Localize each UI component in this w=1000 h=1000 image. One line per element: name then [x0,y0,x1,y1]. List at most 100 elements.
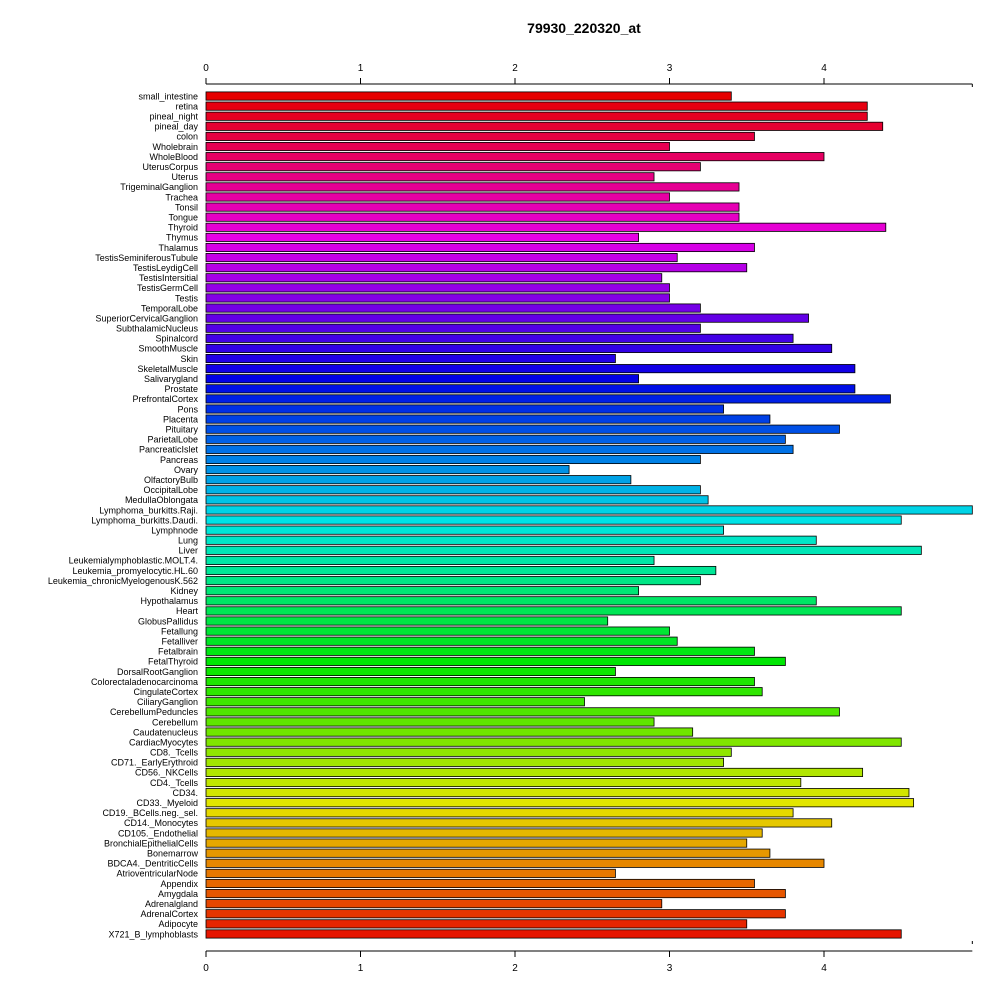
bar [205,374,640,384]
bar [205,697,585,707]
bar [205,323,701,333]
bar [205,717,655,727]
category-label: CD19._BCells.neg._sel. [102,808,198,818]
category-label: CardiacMyocytes [129,737,199,747]
category-label: GlobusPallidus [138,616,199,626]
bar [205,848,771,858]
bar [205,818,833,828]
bar [205,515,902,525]
bar [205,152,825,162]
category-label: Ovary [174,465,199,475]
bar [205,586,640,596]
bar [205,232,640,242]
bottom-tick-label: 2 [512,963,518,974]
bar [205,656,786,666]
category-label: Heart [176,606,199,616]
category-label: Thymus [166,233,199,243]
bar [205,343,833,353]
bar [205,666,616,677]
category-label: Wholebrain [152,142,198,152]
x-axis-bottom: 0 1 2 3 4 [203,941,973,974]
category-label: Tongue [168,212,198,222]
bar [205,414,771,424]
category-labels: small_intestineretinapineal_nightpineal_… [48,91,199,939]
category-label: OccipitalLobe [143,485,198,495]
bar [205,111,868,121]
category-label: PancreaticIslet [139,445,199,455]
bar [205,858,825,868]
bar [205,798,915,808]
category-label: CiliaryGanglion [137,697,198,707]
top-tick-label: 4 [821,63,827,74]
category-label: Lymphnode [151,525,198,535]
bar [205,454,701,465]
category-label: Fetalliver [161,636,198,646]
category-label: CD71._EarlyErythroid [111,758,198,768]
category-label: FetalThyroid [148,657,198,667]
category-label: CD8._Tcells [150,748,199,758]
bar [205,505,973,515]
category-label: Placenta [163,414,198,424]
category-label: Trachea [165,192,198,202]
bar [205,131,755,141]
bar [205,253,678,263]
category-label: SubthalamicNucleus [116,324,199,334]
category-label: WholeBlood [149,152,198,162]
bar [205,555,655,565]
category-label: Bonemarrow [147,848,199,858]
bar [205,777,802,788]
category-label: Cerebellum [152,717,198,727]
category-label: colon [176,132,198,142]
bar [205,838,748,848]
top-tick-label: 0 [203,63,209,74]
category-label: Colorectaladenocarcinoma [91,677,198,687]
category-label: X721_B_lymphoblasts [108,929,198,939]
category-label: TestisIntersitial [139,273,198,283]
bar [205,273,663,283]
category-label: CD14._Monocytes [124,818,199,828]
category-label: Hypothalamus [140,596,198,606]
bar [205,121,884,131]
bar [205,677,755,687]
bar [205,141,670,152]
category-label: CD34. [172,788,198,798]
category-label: Adrenalgland [145,899,198,909]
bar [205,444,794,454]
bar [205,202,740,212]
category-label: DorsalRootGanglion [117,667,198,677]
bars [205,91,973,939]
category-label: Prostate [164,384,198,394]
category-label: Leukemialymphoblastic.MOLT.4. [69,556,198,566]
bottom-tick-label: 3 [667,963,673,974]
category-label: CD4._Tcells [150,778,199,788]
category-label: TrigeminalGanglion [120,182,198,192]
bar [205,313,809,323]
category-label: TestisGermCell [137,283,198,293]
category-label: SuperiorCervicalGanglion [95,313,198,323]
category-label: Pancreas [160,455,199,465]
category-label: SkeletalMuscle [137,364,198,374]
category-label: TemporalLobe [141,303,198,313]
category-label: Pituitary [165,424,198,434]
bar [205,485,701,495]
bottom-tick-label: 1 [358,963,364,974]
category-label: Tonsil [175,202,198,212]
bar [205,828,763,838]
category-label: Spinalcord [155,334,198,344]
bar [205,91,732,101]
category-label: Caudatenucleus [133,727,199,737]
category-label: UterusCorpus [142,162,198,172]
bar [205,929,902,939]
category-label: AdrenalCortex [140,909,198,919]
category-label: Appendix [160,879,198,889]
bar [205,919,748,929]
bar [205,626,670,636]
category-label: MedullaOblongata [125,495,198,505]
bar [205,333,794,343]
bar [205,788,910,798]
bar [205,535,817,545]
bar [205,576,701,586]
bar [205,101,868,111]
category-label: Liver [178,546,198,556]
bar [205,767,864,777]
